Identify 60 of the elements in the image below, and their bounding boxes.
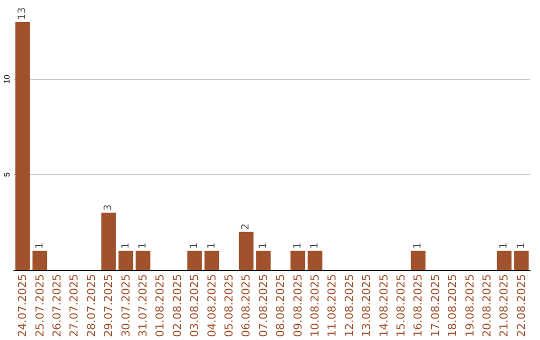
x-tick-label: 19.08.2025 [463, 274, 476, 337]
data-label: 1 [498, 242, 510, 249]
bar [496, 250, 512, 270]
data-label: 1 [189, 242, 200, 249]
bar [118, 250, 134, 270]
x-tick-label: 10.08.2025 [308, 274, 322, 337]
bar [136, 250, 150, 270]
bar [32, 250, 48, 270]
bar [15, 22, 30, 270]
x-tick-label: 05.08.2025 [222, 274, 236, 337]
data-label: 1 [34, 242, 46, 249]
data-label: 1 [120, 242, 132, 249]
x-tick-label: 24.07.2025 [16, 274, 30, 337]
x-tick-label: 30.07.2025 [119, 274, 132, 337]
data-label: 1 [258, 242, 269, 249]
x-tick-label: 04.08.2025 [205, 274, 218, 337]
bar [204, 250, 220, 270]
data-label: 1 [138, 242, 148, 249]
bar [514, 250, 529, 270]
data-label: 2 [240, 223, 252, 230]
bar [290, 250, 306, 270]
x-tick-label: 02.08.2025 [170, 274, 184, 337]
x-tick-label: 12.08.2025 [342, 274, 356, 337]
x-tick-label: 01.08.2025 [154, 274, 167, 337]
y-tick-label: 5 [2, 172, 12, 177]
x-tick-label: 29.07.2025 [102, 274, 116, 337]
x-tick-label: 09.08.2025 [291, 274, 304, 337]
data-label: 1 [516, 242, 527, 249]
x-tick-label: 03.08.2025 [188, 274, 202, 337]
x-tick-label: 31.07.2025 [136, 274, 150, 337]
x-tick-label: 08.08.2025 [274, 274, 288, 337]
bar [238, 232, 254, 270]
data-label: 1 [206, 242, 218, 249]
data-label: 13 [17, 7, 28, 20]
x-tick-label: 07.08.2025 [256, 274, 270, 337]
bar [101, 212, 116, 270]
x-tick-label: 26.07.2025 [50, 274, 64, 337]
x-tick-label: 20.08.2025 [480, 274, 494, 337]
bar [410, 250, 426, 270]
x-tick-label: 11.08.2025 [326, 274, 339, 337]
data-label: 1 [292, 242, 304, 249]
bar [256, 250, 271, 270]
x-tick-label: 21.08.2025 [498, 274, 511, 337]
y-tick-label: 10 [2, 74, 12, 84]
x-tick-label: 16.08.2025 [412, 274, 425, 337]
data-label: 1 [310, 242, 320, 249]
x-tick-label: 06.08.2025 [240, 274, 253, 337]
x-tick-label: 25.07.2025 [33, 274, 46, 337]
x-tick-label: 28.07.2025 [84, 274, 98, 337]
data-label: 1 [412, 242, 424, 249]
x-tick-label: 13.08.2025 [360, 274, 374, 337]
bar [308, 250, 322, 270]
x-tick-label: 14.08.2025 [377, 274, 390, 337]
x-tick-label: 15.08.2025 [394, 274, 408, 337]
data-label: 3 [103, 204, 114, 211]
x-tick-label: 17.08.2025 [428, 274, 442, 337]
x-tick-label: 27.07.2025 [68, 274, 81, 337]
bar [187, 250, 202, 270]
x-tick-label: 18.08.2025 [446, 274, 460, 337]
x-tick-label: 22.08.2025 [514, 274, 528, 337]
